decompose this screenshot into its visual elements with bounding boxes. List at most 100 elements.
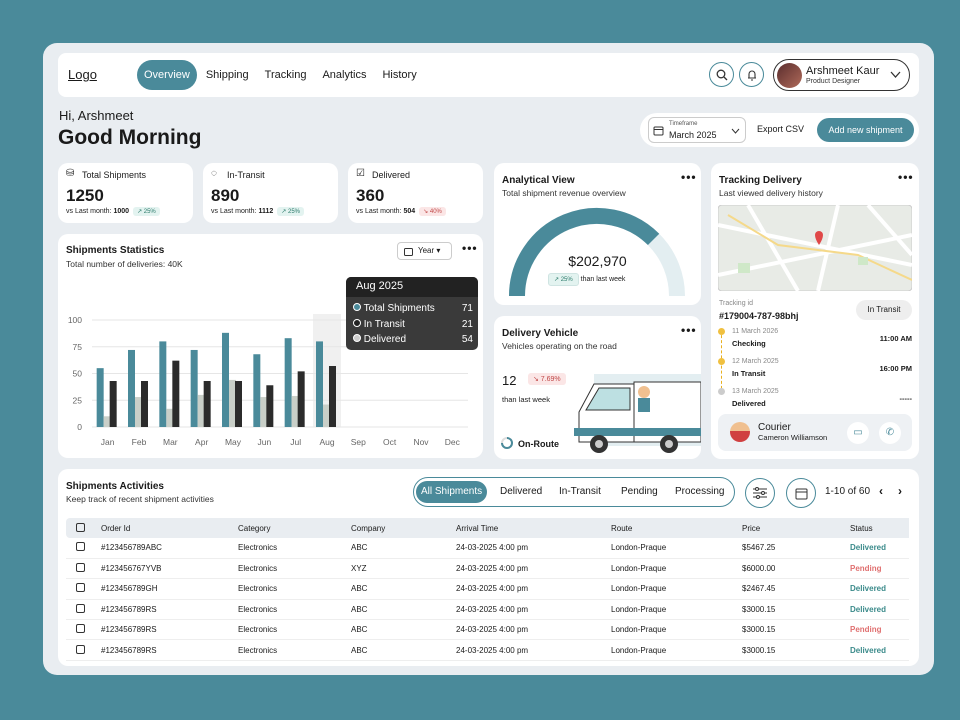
export-csv-button[interactable]: Export CSV [757, 124, 805, 134]
row-checkbox[interactable] [76, 563, 85, 573]
user-menu[interactable]: Arshmeet Kaur Product Designer [773, 59, 910, 91]
notification-button[interactable] [739, 62, 764, 87]
revenue-value: $202,970 [568, 253, 627, 269]
card-subtitle: Total shipment revenue overview [502, 188, 626, 198]
logo[interactable]: Logo [68, 67, 97, 82]
tab-processing[interactable]: Processing [675, 486, 725, 497]
search-button[interactable] [709, 62, 734, 87]
x-tick-label: Jan [101, 437, 115, 447]
row-checkbox[interactable] [76, 603, 85, 613]
bar-in-transit [291, 395, 299, 427]
bar-in-transit [166, 408, 174, 427]
nav-analytics[interactable]: Analytics [322, 69, 367, 81]
card-title: Shipments Statistics [66, 245, 165, 256]
tab-all-shipments[interactable]: All Shipments [416, 481, 488, 503]
tooltip-row: Total Shipments 71 [353, 301, 473, 317]
x-tick-label: Jul [290, 437, 301, 447]
cell-price: $3000.15 [742, 639, 850, 661]
tooltip-label: Total Shipments [353, 301, 435, 317]
card-title: Analytical View [502, 175, 575, 186]
cell-arrival-time: 24-03-2025 4:00 pm [456, 599, 611, 621]
filter-button[interactable] [745, 478, 775, 508]
more-options-icon[interactable]: ••• [681, 170, 697, 184]
step-dot [718, 328, 725, 335]
row-select-cell [66, 558, 101, 580]
tab-pending[interactable]: Pending [621, 486, 658, 497]
tab-delivered[interactable]: Delivered [500, 486, 543, 497]
table-row[interactable]: #123456789GH Electronics ABC 24-03-2025 4:0… [66, 578, 909, 600]
row-checkbox[interactable] [76, 644, 85, 654]
x-tick-label: Feb [132, 437, 147, 447]
stat-title: In-Transit [227, 170, 265, 180]
shipments-statistics-card: Shipments Statistics Total number of del… [58, 234, 483, 458]
boxes-icon: ⛁ [66, 168, 75, 179]
tab-in-transit[interactable]: In-Transit [559, 486, 601, 497]
user-name: Arshmeet Kaur [806, 65, 880, 77]
nav-history[interactable]: History [382, 69, 417, 81]
col-route[interactable]: Route [611, 518, 742, 538]
stat-compare: vs Last month: 1000 ↗ 25% [66, 207, 160, 216]
cell-company: ABC [351, 599, 456, 621]
col-status[interactable]: Status [850, 518, 909, 538]
timeframe-select[interactable]: Timeframe March 2025 [648, 117, 746, 143]
col-category[interactable]: Category [238, 518, 351, 538]
table-row[interactable]: #123456789RS Electronics ABC 24-03-2025 4:0… [66, 639, 909, 661]
add-shipment-button[interactable]: Add new shipment [817, 118, 914, 142]
cell-status: Pending [850, 558, 909, 580]
col-price[interactable]: Price [742, 518, 850, 538]
x-tick-label: Dec [445, 437, 461, 447]
stat-change-badge: ↗ 25% [133, 207, 160, 216]
col-arrival[interactable]: Arrival Time [456, 518, 611, 538]
chart-tooltip: Aug 2025 Total Shipments 71 In Transit 21 … [346, 277, 478, 350]
cell-status: Delivered [850, 599, 909, 621]
cell-status: Delivered [850, 639, 909, 661]
col-company[interactable]: Company [351, 518, 456, 538]
step-time: ----- [899, 394, 913, 403]
y-tick-label: 50 [73, 369, 83, 379]
cell-order-id: #123456789RS [101, 599, 238, 621]
table-row[interactable]: #123456789ABC Electronics ABC 24-03-2025 4:… [66, 538, 909, 559]
period-select[interactable]: Year ▾ [397, 242, 452, 260]
nav-tracking[interactable]: Tracking [264, 69, 307, 81]
chevron-down-icon [731, 128, 740, 134]
nav-overview[interactable]: Overview [137, 60, 197, 90]
revenue-gauge [509, 207, 685, 297]
search-icon [716, 69, 727, 80]
prev-page-icon[interactable]: ‹ [879, 484, 883, 498]
courier-panel: Courier Cameron Williamson ▭ ✆ [718, 414, 912, 451]
bar-in-transit [197, 394, 205, 427]
select-all-checkbox[interactable] [76, 522, 85, 532]
tooltip-label-text: Total Shipments [363, 303, 435, 314]
step-date: 13 March 2025 [732, 388, 779, 395]
page-title: Good Morning [58, 126, 202, 149]
table-row[interactable]: #123456789RS Electronics ABC 24-03-2025 4:0… [66, 619, 909, 641]
timeframe-bar: Timeframe March 2025 Export CSV Add new … [640, 113, 919, 147]
x-tick-label: Nov [413, 437, 429, 447]
step-state: Checking [732, 339, 766, 348]
more-options-icon[interactable]: ••• [681, 323, 697, 337]
phone-icon[interactable]: ✆ [879, 422, 901, 444]
row-checkbox[interactable] [76, 624, 85, 634]
activities-card: Shipments Activities Keep track of recen… [58, 469, 919, 666]
stat-card-total: ⛁ Total Shipments 1250 vs Last month: 10… [58, 163, 193, 223]
pagination-info: 1-10 of 60 [825, 486, 871, 497]
next-page-icon[interactable]: › [898, 484, 902, 498]
tracking-map[interactable] [718, 205, 912, 291]
revenue-change-badge: ↗ 25% [548, 273, 579, 286]
bar-in-transit [323, 404, 330, 427]
date-filter-button[interactable] [786, 478, 816, 508]
cell-status: Delivered [850, 578, 909, 600]
more-options-icon[interactable]: ••• [462, 241, 478, 255]
row-checkbox[interactable] [76, 542, 85, 552]
bell-icon [747, 70, 756, 81]
col-order-id[interactable]: Order Id [101, 518, 238, 538]
row-checkbox[interactable] [76, 583, 85, 593]
tooltip-label-text: In Transit [363, 318, 405, 330]
nav-shipping[interactable]: Shipping [205, 69, 249, 81]
chat-icon[interactable]: ▭ [847, 422, 869, 444]
table-row[interactable]: #123456789RS Electronics ABC 24-03-2025 4:0… [66, 599, 909, 621]
step-date: 11 March 2026 [732, 328, 779, 335]
tracking-delivery-card: Tracking Delivery Last viewed delivery h… [711, 163, 919, 459]
table-row[interactable]: #123456767YVB Electronics XYZ 24-03-2025 4:… [66, 558, 909, 580]
more-options-icon[interactable]: ••• [898, 170, 914, 184]
